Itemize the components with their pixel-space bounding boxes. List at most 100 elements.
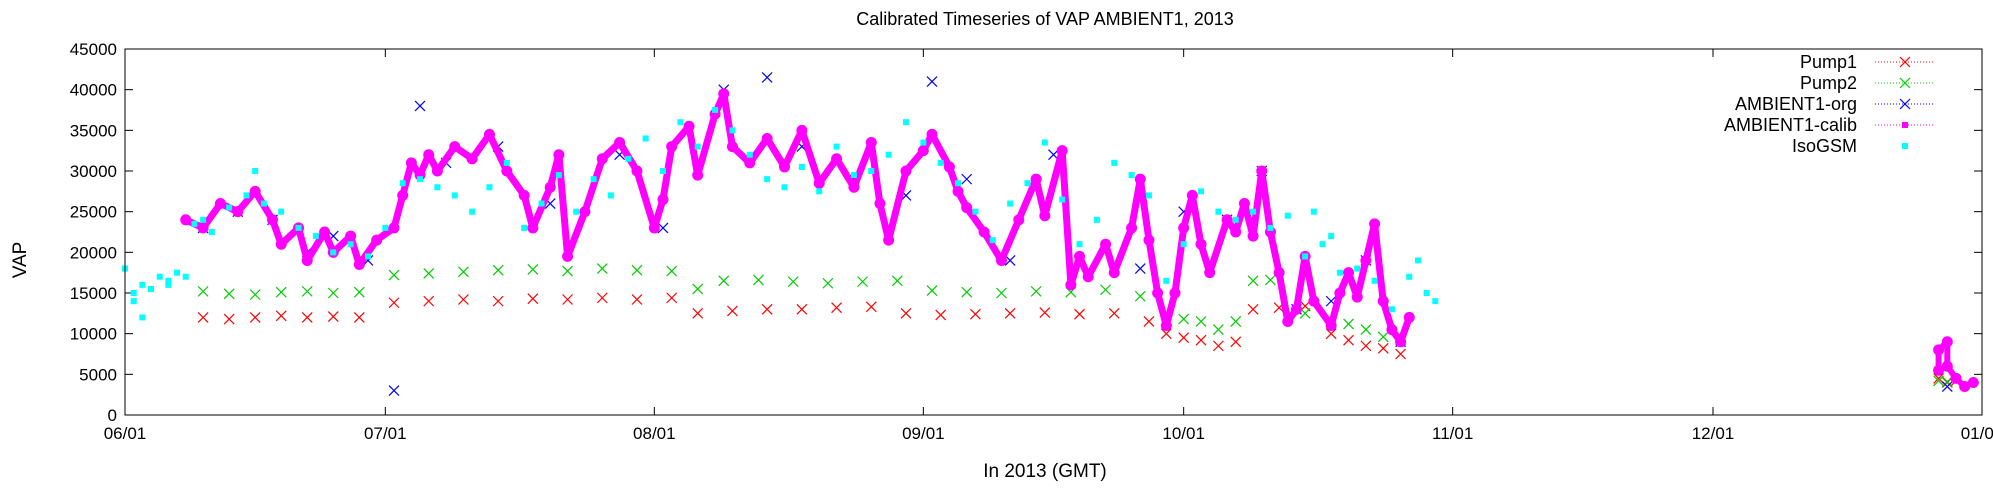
- x-tick-label: 08/01: [633, 424, 676, 443]
- data-point: [1377, 342, 1389, 354]
- data-point: [1343, 267, 1355, 279]
- data-point: [1230, 336, 1242, 348]
- data-point: [1414, 257, 1421, 264]
- data-point: [232, 206, 244, 218]
- x-axis-label: In 2013 (GMT): [983, 461, 1107, 482]
- data-point: [813, 177, 825, 189]
- data-point: [1093, 216, 1100, 223]
- series-layer: [122, 72, 1979, 397]
- data-point: [1143, 234, 1155, 246]
- x-tick-label: 09/01: [902, 424, 945, 443]
- data-point: [388, 222, 400, 234]
- data-point: [883, 234, 895, 246]
- data-point: [208, 229, 215, 235]
- x-axis-ticks: 06/01 07/01 08/01 09/01 10/01 11/01 12/01 01/01: [104, 49, 1993, 443]
- data-point: [423, 268, 435, 279]
- data-point: [1247, 275, 1259, 287]
- data-point: [319, 226, 331, 238]
- data-point: [642, 135, 649, 142]
- data-point: [431, 165, 443, 177]
- legend-item: IsoGSM: [1792, 136, 1908, 156]
- data-point: [1076, 241, 1083, 248]
- data-point: [483, 128, 495, 140]
- data-point: [1134, 173, 1146, 185]
- data-point: [1377, 331, 1389, 343]
- data-point: [1212, 324, 1224, 336]
- x-tick-label: 12/01: [1692, 424, 1735, 443]
- data-point: [1126, 222, 1138, 234]
- data-point: [1160, 328, 1172, 340]
- data-point: [596, 263, 608, 275]
- data-point: [1302, 253, 1309, 260]
- data-point: [451, 192, 458, 199]
- data-point: [1024, 180, 1031, 187]
- series-pump1: [197, 292, 1962, 388]
- data-point: [989, 237, 996, 244]
- data-point: [1041, 139, 1048, 146]
- data-point: [631, 165, 643, 177]
- data-point: [868, 168, 875, 174]
- data-point: [1030, 173, 1042, 185]
- data-point: [1056, 145, 1068, 157]
- data-point: [1134, 263, 1146, 275]
- data-point: [353, 259, 365, 271]
- data-point: [1108, 307, 1120, 319]
- data-point: [625, 155, 632, 162]
- data-point: [573, 208, 580, 215]
- data-point: [631, 294, 643, 305]
- data-point: [1186, 189, 1198, 201]
- data-point: [278, 208, 285, 215]
- data-point: [382, 224, 389, 231]
- data-point: [1343, 334, 1354, 346]
- data-point: [995, 254, 1007, 266]
- data-point: [260, 200, 267, 207]
- legend-marker: [1899, 77, 1911, 89]
- data-point: [900, 307, 912, 319]
- data-point: [816, 188, 823, 195]
- data-point: [874, 198, 886, 210]
- data-point: [555, 172, 562, 179]
- data-point: [781, 184, 788, 191]
- data-point: [1232, 216, 1239, 223]
- data-point: [148, 285, 155, 292]
- data-point: [1403, 311, 1415, 323]
- data-point: [130, 290, 137, 296]
- data-point: [848, 181, 860, 193]
- data-point: [371, 234, 383, 246]
- data-point: [900, 165, 912, 177]
- data-point: [943, 161, 955, 173]
- data-point: [1004, 307, 1016, 319]
- data-point: [1178, 313, 1190, 325]
- data-point: [683, 120, 695, 132]
- data-point: [1941, 336, 1953, 348]
- data-point: [1030, 285, 1042, 297]
- data-point: [1351, 291, 1363, 303]
- data-point: [1152, 287, 1164, 299]
- data-point: [469, 208, 476, 215]
- data-point: [1371, 277, 1378, 284]
- data-point: [1360, 324, 1372, 336]
- data-point: [666, 265, 678, 277]
- data-point: [1267, 224, 1274, 231]
- data-point: [301, 254, 313, 266]
- data-point: [961, 202, 973, 214]
- data-point: [353, 286, 365, 298]
- legend: Pump1Pump2AMBIENT1-orgAMBIENT1-calibIsoG…: [1724, 52, 1935, 156]
- data-point: [156, 273, 163, 280]
- data-point: [466, 153, 478, 165]
- data-point: [249, 185, 261, 197]
- data-point: [972, 208, 979, 215]
- data-point: [1169, 287, 1181, 299]
- data-point: [521, 224, 528, 231]
- data-point: [501, 165, 513, 177]
- y-tick-label: 0: [108, 406, 117, 425]
- data-point: [223, 313, 235, 325]
- data-point: [1265, 274, 1276, 286]
- data-point: [833, 143, 840, 150]
- y-axis-ticks: 0 5000 10000 15000 20000 25000 30000 35000 40000…: [70, 40, 1982, 425]
- data-point: [1111, 159, 1118, 166]
- data-point: [660, 168, 667, 174]
- data-point: [252, 168, 259, 174]
- data-point: [1065, 279, 1077, 291]
- data-point: [1221, 214, 1233, 226]
